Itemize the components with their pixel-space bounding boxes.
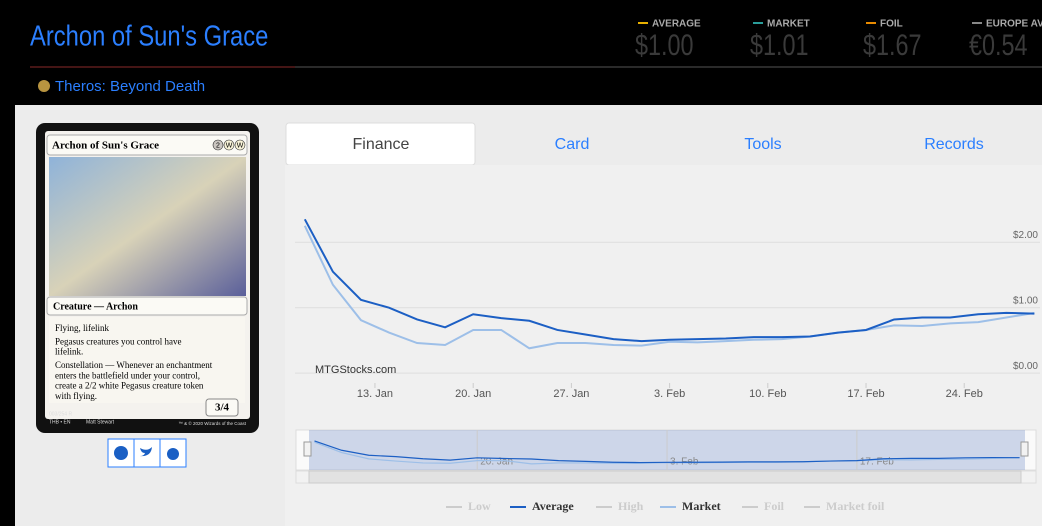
price-wrap: $1.01 [750, 28, 809, 61]
rules-line: with flying. [55, 391, 97, 401]
text-box [49, 317, 245, 403]
tab-label[interactable]: Finance [353, 136, 410, 153]
card-setlang: THB • EN [49, 419, 71, 425]
price-value: $1.00 [635, 28, 694, 61]
x-tick-label: 17. Feb [847, 388, 884, 400]
watermark: MTGStocks.com [315, 364, 396, 376]
tab[interactable] [668, 123, 857, 165]
card-art [49, 157, 246, 296]
twitter-button[interactable] [140, 447, 152, 457]
card-type: Creature — Archon [53, 301, 138, 312]
y-tick-label: $2.00 [1013, 230, 1038, 241]
tab-label[interactable]: Card [555, 136, 590, 153]
rules: Flying, lifelink Pegasus creatures you co… [55, 323, 213, 401]
legend-label[interactable]: Foil [764, 499, 785, 513]
price-label: FOIL [880, 19, 903, 30]
type-bar [46, 296, 248, 316]
rules-line: enters the battlefield under your contro… [55, 370, 200, 380]
card-pt: 3/4 [215, 402, 230, 414]
navigator-label: 17. Feb [860, 457, 894, 468]
tabs: Finance Card Tools Records [285, 122, 1042, 166]
price-value: €0.54 [969, 28, 1028, 61]
navigator-handle[interactable] [1020, 441, 1029, 457]
card-artist: Matt Stewart [86, 419, 115, 425]
card-collector: 003/254 R [49, 411, 72, 417]
mana-text: W [226, 142, 233, 149]
y-tick-label: $1.00 [1013, 295, 1038, 306]
price-label: EUROPE AVG [986, 19, 1042, 30]
facebook-button[interactable] [114, 446, 128, 460]
legend-label[interactable]: Low [468, 499, 491, 513]
price-value: $1.01 [750, 28, 809, 61]
card-name: Archon of Sun's Grace [52, 140, 159, 152]
page-title: Archon of Sun's Grace [30, 19, 268, 52]
mana-symbol [223, 139, 235, 151]
tab-label[interactable]: Records [924, 136, 984, 153]
legend-label[interactable]: Market [682, 499, 721, 513]
tab-label[interactable]: Tools [744, 136, 781, 153]
rules-line: Flying, lifelink [55, 323, 110, 333]
tab[interactable] [477, 123, 666, 165]
price-label: AVERAGE [652, 19, 701, 30]
mana-symbol [234, 139, 246, 151]
rules-line: Pegasus creatures you control have [55, 336, 181, 346]
mana-text: 2 [216, 142, 220, 149]
card-copyright: ™ & © 2020 Wizards of the Coast [178, 420, 246, 426]
set-icon [38, 80, 50, 92]
set-link[interactable]: Theros: Beyond Death [55, 78, 205, 95]
pt-box [205, 398, 239, 417]
mana-symbol [212, 139, 224, 151]
x-tick-label: 20. Jan [455, 388, 491, 400]
x-tick-label: 27. Jan [553, 388, 589, 400]
prices: AVERAGE$1.00 MARKET$1.01 FOIL$1.67 EUROPE A… [635, 19, 1042, 62]
line-series [303, 225, 1035, 350]
navigator-series [314, 440, 1020, 464]
rules-line: create a 2/2 white Pegasus creature toke… [55, 381, 204, 391]
price-wrap: €0.54 [969, 28, 1028, 61]
x-tick-label: 10. Feb [749, 388, 786, 400]
navigator-bg [295, 429, 1037, 471]
price-wrap: $1.00 [635, 28, 694, 61]
price-wrap: $1.67 [863, 28, 922, 61]
legend-label[interactable]: Market foil [826, 499, 885, 513]
chart: $0.00 $1.00 $2.00 13. Jan 20. Jan 27. Jan 3. F… [295, 218, 1040, 513]
rules-line: lifelink. [55, 347, 83, 357]
x-tick-label: 13. Jan [357, 388, 393, 400]
x-tick-label: 24. Feb [946, 388, 983, 400]
navigator-label: 20. Jan [480, 457, 513, 468]
price-value: $1.67 [863, 28, 922, 61]
y-tick-label: $0.00 [1013, 361, 1038, 372]
price-label: MARKET [767, 19, 810, 30]
reddit-button[interactable] [167, 448, 179, 460]
tab[interactable] [859, 123, 1042, 165]
line-series [303, 218, 1035, 343]
mana-text: W [237, 142, 244, 149]
x-tick-label: 3. Feb [654, 388, 685, 400]
header-bg [0, 0, 1042, 105]
card-name-bar [46, 134, 248, 156]
rules-line: Constellation — Whenever an enchantment [55, 360, 213, 370]
navigator-handle[interactable] [303, 441, 312, 457]
legend-label[interactable]: Average [532, 499, 574, 513]
legend-label[interactable]: High [618, 499, 644, 513]
title-wrap: Archon of Sun's Grace [30, 19, 268, 52]
scrollbar-thumb[interactable] [308, 470, 1022, 484]
